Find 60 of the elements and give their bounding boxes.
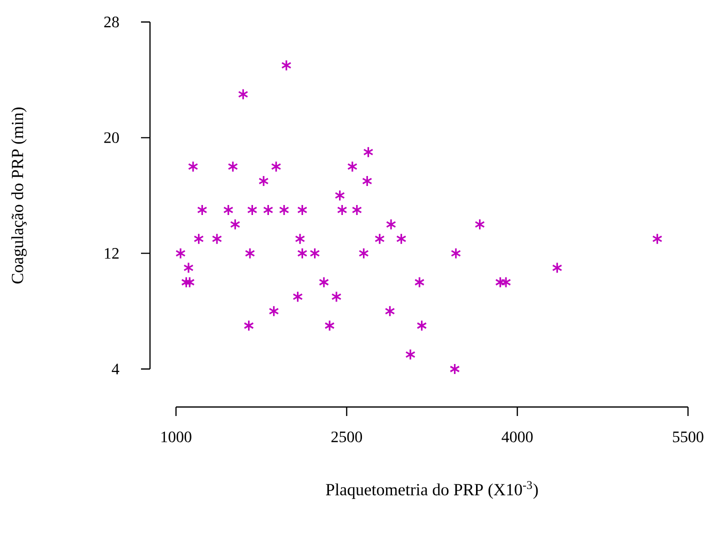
- x-tick-label: 1000: [161, 432, 192, 442]
- y-axis-title: Coagulação do PRP (min): [11, 108, 27, 284]
- point: [228, 160, 238, 172]
- point: [238, 88, 248, 100]
- point: [362, 175, 372, 187]
- point: [474, 218, 485, 230]
- point: [223, 204, 234, 216]
- point: [450, 248, 462, 260]
- point: [552, 262, 562, 274]
- point: [334, 190, 345, 202]
- point: [230, 218, 240, 230]
- y-tick-label: 4: [112, 364, 120, 374]
- point: [310, 248, 320, 260]
- point: [292, 290, 303, 303]
- point: [363, 146, 374, 158]
- point: [297, 248, 308, 260]
- point: [270, 160, 282, 172]
- x-axis-title: Plaquetometria do PRP (X10$^{-3}$): [326, 481, 538, 499]
- point: [212, 233, 222, 245]
- x-tick-label: 2500: [331, 432, 362, 442]
- x-tick-label: 4000: [502, 432, 533, 442]
- point: [500, 276, 512, 288]
- point: [183, 262, 194, 274]
- point: [414, 276, 425, 288]
- point: [258, 175, 269, 187]
- point: [263, 204, 274, 216]
- point: [331, 290, 342, 303]
- y-tick-label: 20: [104, 132, 119, 144]
- point: [324, 320, 335, 332]
- x-tick-label: 5500: [672, 432, 704, 442]
- point: [281, 60, 292, 72]
- point: [358, 248, 369, 260]
- point: [268, 305, 279, 317]
- point: [181, 276, 192, 288]
- point: [450, 363, 460, 375]
- point: [347, 160, 358, 172]
- point: [386, 218, 396, 230]
- point: [278, 204, 290, 216]
- point: [495, 276, 506, 288]
- point: [247, 204, 258, 216]
- point: [384, 305, 396, 317]
- point: [318, 276, 330, 288]
- point: [188, 160, 198, 172]
- point: [652, 233, 662, 245]
- point: [184, 276, 195, 288]
- point: [352, 204, 362, 216]
- point: [405, 348, 416, 360]
- point: [374, 233, 385, 245]
- point: [396, 233, 406, 245]
- y-tick-label: 12: [104, 248, 119, 259]
- point: [197, 204, 208, 216]
- y-tick-label: 28: [104, 16, 119, 28]
- point: [194, 233, 204, 245]
- point: [336, 204, 348, 216]
- point: [294, 233, 306, 245]
- point: [297, 204, 308, 216]
- point: [244, 320, 254, 332]
- point: [244, 248, 256, 260]
- point: [175, 248, 186, 260]
- point: [416, 320, 427, 332]
